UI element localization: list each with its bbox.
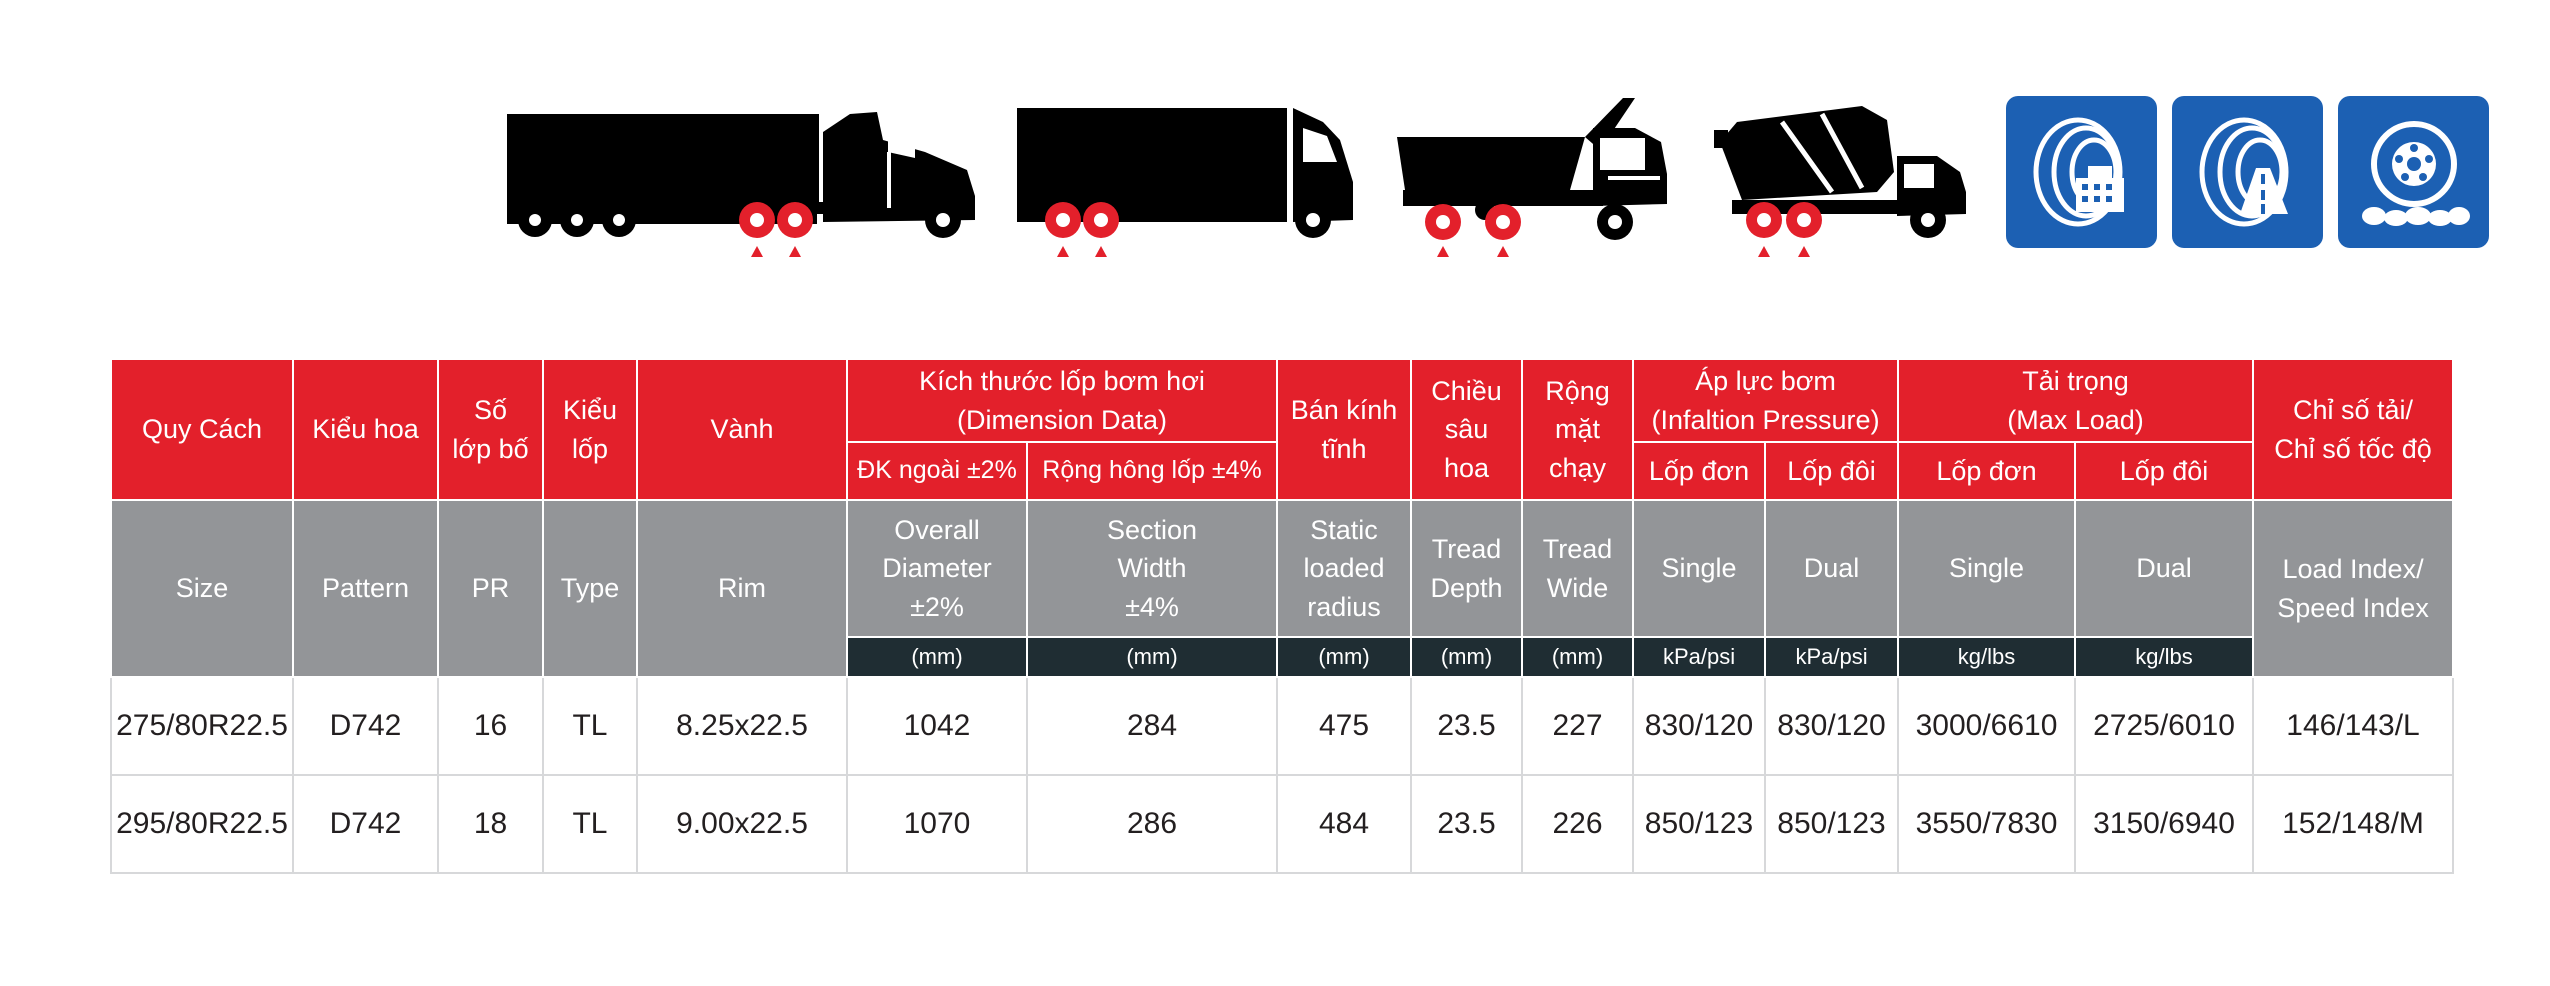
unit-tread-wide: (mm) bbox=[1521, 636, 1635, 678]
cell-size: 275/80R22.5 bbox=[110, 676, 294, 776]
header-static-radius-en: Static loaded radius bbox=[1276, 499, 1413, 638]
header-load-dual-vi: Lốp đôi bbox=[2074, 441, 2255, 501]
header-tread-depth-en: Tread Depth bbox=[1410, 499, 1524, 638]
header-pr-vi: Số lớp bố bbox=[437, 358, 544, 501]
header-pressure-vi: Áp lực bơm (Infaltion Pressure) bbox=[1632, 358, 1900, 443]
header-index-en: Load Index/ Speed Index bbox=[2252, 499, 2455, 678]
cell-load-dual: 2725/6010 bbox=[2074, 676, 2255, 776]
cell-type: TL bbox=[542, 774, 638, 874]
header-pressure-dual-en: Dual bbox=[1764, 499, 1900, 638]
unit-pressure-dual: kPa/psi bbox=[1764, 636, 1900, 678]
cell-type: TL bbox=[542, 676, 638, 776]
header-pressure-dual-vi: Lốp đôi bbox=[1764, 441, 1900, 501]
cell-static-radius: 475 bbox=[1276, 676, 1413, 776]
cell-load-dual: 3150/6940 bbox=[2074, 774, 2255, 874]
unit-tread-depth: (mm) bbox=[1410, 636, 1524, 678]
header-load-vi: Tải trọng (Max Load) bbox=[1897, 358, 2255, 443]
cell-pressure-dual: 830/120 bbox=[1764, 676, 1900, 776]
header-load-dual-en: Dual bbox=[2074, 499, 2255, 638]
header-section-width-en: Section Width ±4% bbox=[1025, 499, 1279, 638]
header-pattern-vi: Kiểu hoa bbox=[292, 358, 439, 501]
offroad-tire-icon bbox=[2338, 96, 2489, 248]
header-tread-wide-en: Tread Wide bbox=[1521, 499, 1635, 638]
dump-truck-icon bbox=[1397, 98, 1667, 257]
header-pattern-en: Pattern bbox=[292, 499, 439, 678]
unit-pressure-single: kPa/psi bbox=[1632, 636, 1767, 678]
cell-index: 146/143/L bbox=[2252, 676, 2455, 776]
cell-index: 152/148/M bbox=[2252, 774, 2455, 874]
header-type-en: Type bbox=[542, 499, 638, 678]
mixer-truck-icon bbox=[1714, 106, 1966, 257]
header-load-single-vi: Lốp đơn bbox=[1897, 441, 2077, 501]
header-size-vi: Quy Cách bbox=[110, 358, 294, 501]
urban-road-tire-icon bbox=[2006, 96, 2157, 248]
cell-overall-diameter: 1042 bbox=[846, 676, 1028, 776]
cell-pr: 18 bbox=[437, 774, 544, 874]
cell-section-width: 284 bbox=[1025, 676, 1279, 776]
cell-pr: 16 bbox=[437, 676, 544, 776]
cell-static-radius: 484 bbox=[1276, 774, 1413, 874]
unit-overall-diameter: (mm) bbox=[846, 636, 1028, 678]
unit-section-width: (mm) bbox=[1025, 636, 1279, 678]
header-pr-en: PR bbox=[437, 499, 544, 678]
cell-tread-wide: 227 bbox=[1521, 676, 1635, 776]
header-rim-vi: Vành bbox=[636, 358, 848, 501]
header-overall-diameter-en: Overall Diameter ±2% bbox=[846, 499, 1028, 638]
header-load-single-en: Single bbox=[1897, 499, 2077, 638]
header-overall-diameter-vi: ĐK ngoài ±2% bbox=[846, 441, 1028, 501]
tire-spec-table: Quy Cách Kiểu hoa Số lớp bố Kiểu lốp Vàn… bbox=[110, 358, 2455, 874]
table-row: 295/80R22.5 D742 18 TL 9.00x22.5 1070 28… bbox=[110, 774, 2455, 874]
highway-tire-icon bbox=[2172, 96, 2323, 248]
header-pressure-single-en: Single bbox=[1632, 499, 1767, 638]
header-pressure-single-vi: Lốp đơn bbox=[1632, 441, 1767, 501]
cell-overall-diameter: 1070 bbox=[846, 774, 1028, 874]
cell-rim: 9.00x22.5 bbox=[636, 774, 848, 874]
header-type-vi: Kiểu lốp bbox=[542, 358, 638, 501]
header-tread-wide-vi: Rộng mặt chạy bbox=[1521, 358, 1635, 501]
header-tread-depth-vi: Chiều sâu hoa bbox=[1410, 358, 1524, 501]
header-rim-en: Rim bbox=[636, 499, 848, 678]
cell-pressure-single: 850/123 bbox=[1632, 774, 1767, 874]
cell-pressure-dual: 850/123 bbox=[1764, 774, 1900, 874]
cell-size: 295/80R22.5 bbox=[110, 774, 294, 874]
cell-load-single: 3550/7830 bbox=[1897, 774, 2077, 874]
header-dimension-vi: Kích thước lốp bơm hơi (Dimension Data) bbox=[845, 358, 1279, 443]
header-index-vi: Chỉ số tải/ Chỉ số tốc độ bbox=[2252, 358, 2455, 501]
unit-static-radius: (mm) bbox=[1276, 636, 1413, 678]
box-truck-icon bbox=[1017, 108, 1353, 257]
cell-section-width: 286 bbox=[1025, 774, 1279, 874]
cell-pressure-single: 830/120 bbox=[1632, 676, 1767, 776]
cell-tread-wide: 226 bbox=[1521, 774, 1635, 874]
header-size-en: Size bbox=[110, 499, 294, 678]
unit-load-single: kg/lbs bbox=[1897, 636, 2077, 678]
cell-tread-depth: 23.5 bbox=[1410, 676, 1524, 776]
header-static-radius-vi: Bán kính tĩnh bbox=[1276, 358, 1413, 501]
cell-load-single: 3000/6610 bbox=[1897, 676, 2077, 776]
semi-truck-icon bbox=[507, 112, 975, 257]
cell-tread-depth: 23.5 bbox=[1410, 774, 1524, 874]
table-row: 275/80R22.5 D742 16 TL 8.25x22.5 1042 28… bbox=[110, 676, 2455, 776]
unit-load-dual: kg/lbs bbox=[2074, 636, 2255, 678]
cell-rim: 8.25x22.5 bbox=[636, 676, 848, 776]
cell-pattern: D742 bbox=[292, 774, 439, 874]
application-icons bbox=[2006, 96, 2489, 248]
cell-pattern: D742 bbox=[292, 676, 439, 776]
header-section-width-vi: Rộng hông lốp ±4% bbox=[1025, 441, 1279, 501]
